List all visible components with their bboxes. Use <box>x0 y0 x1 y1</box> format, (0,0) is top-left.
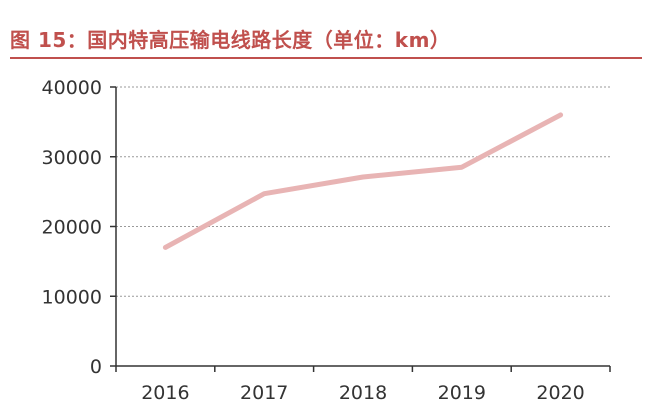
gridlines <box>116 86 610 297</box>
data-point <box>459 165 464 170</box>
data-point <box>262 191 267 196</box>
x-tick-label: 2016 <box>141 382 189 404</box>
y-tick-label: 30000 <box>42 147 102 169</box>
y-axis-ticks: 0 10000 20000 30000 40000 <box>42 77 116 378</box>
x-tick-label: 2017 <box>240 382 288 404</box>
series-group <box>162 112 564 250</box>
y-tick-label: 10000 <box>42 286 102 308</box>
y-tick-label: 40000 <box>42 77 102 99</box>
x-tick-label: 2018 <box>339 382 387 404</box>
x-axis-ticks: 2016 2017 2018 2019 2020 <box>115 366 611 404</box>
title-divider <box>10 57 642 59</box>
data-point <box>361 174 366 179</box>
x-tick-label: 2020 <box>536 382 584 404</box>
x-tick-label: 2019 <box>438 382 486 404</box>
y-tick-label: 20000 <box>42 217 102 239</box>
series-line <box>162 112 564 250</box>
title-bar: 图 15：国内特高压输电线路长度（单位：km） <box>0 0 652 62</box>
data-point <box>558 112 563 117</box>
data-point <box>163 245 168 250</box>
chart-title: 图 15：国内特高压输电线路长度（单位：km） <box>10 28 451 52</box>
y-tick-label: 0 <box>90 356 102 378</box>
